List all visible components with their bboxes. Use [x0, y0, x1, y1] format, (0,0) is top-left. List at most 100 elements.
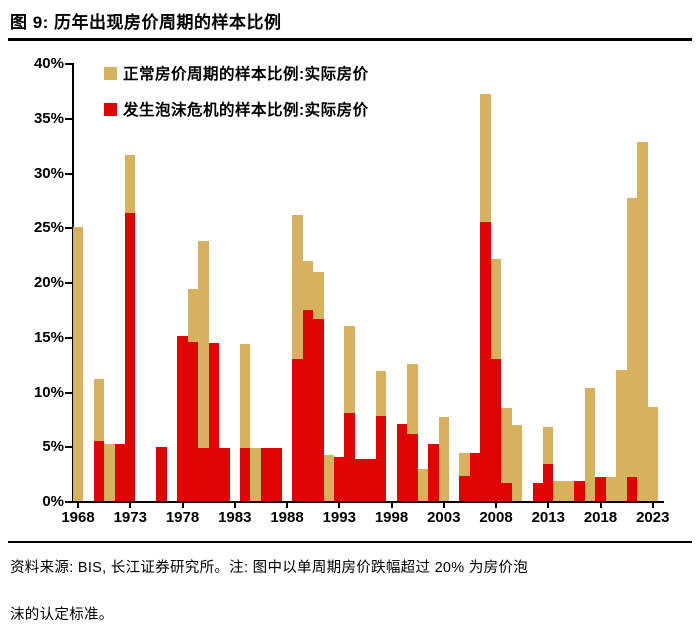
x-tick-label: 1978 [165, 509, 200, 526]
bar-normal-2017 [584, 388, 596, 501]
bar-normal-1990 [302, 261, 314, 311]
bar-bubble-1972 [114, 444, 125, 501]
x-tick [495, 503, 497, 508]
bar-bubble-2002 [428, 444, 439, 501]
bar-normal-2022 [637, 141, 648, 501]
bar-bubble-1993 [334, 457, 345, 501]
bar-bubble-1994 [344, 413, 355, 501]
bar-bubble-1984 [239, 448, 251, 501]
x-tick-label: 2018 [583, 509, 618, 526]
bar-bubble-1991 [313, 319, 324, 501]
bar-bubble-2012 [532, 483, 543, 501]
bar-bubble-1989 [292, 358, 303, 501]
bar-bubble-2000 [407, 434, 418, 501]
footer-separator [8, 541, 692, 543]
bar-bubble-2013 [543, 463, 554, 501]
y-tick-label: 5% [42, 438, 64, 456]
chart-plot-area: 0% 5% 10% 15% 20% 25% 30% 35% 40% 1968 1973 1978 198… [33, 55, 669, 526]
bar-normal-1970 [93, 379, 105, 441]
bar-normal-1994 [344, 325, 355, 414]
bar-bubble-1981 [208, 343, 220, 501]
legend-label-normal: 正常房价周期的样本比例:实际房价 [123, 66, 369, 83]
x-tick [181, 503, 184, 508]
bar-bubble-1987 [271, 448, 282, 501]
y-tick-label: 15% [33, 328, 64, 346]
legend-swatch-normal [104, 66, 117, 80]
y-tick [65, 391, 72, 394]
figure-title: 图 9: 历年出现房价周期的样本比例 [10, 13, 282, 32]
bar-bubble-1997 [375, 415, 387, 501]
bar-normal-2008 [490, 259, 502, 359]
bar-bubble-1990 [302, 310, 314, 501]
bar-bubble-2021 [626, 476, 638, 501]
bar-bubble-2006 [469, 452, 481, 501]
bar-normal-2000 [407, 364, 418, 435]
x-tick-label: 1988 [270, 509, 304, 526]
bar-bubble-1978 [177, 335, 188, 501]
y-tick-label: 10% [33, 383, 64, 401]
bar-normal-1984 [239, 344, 251, 449]
y-tick [65, 336, 72, 339]
y-tick-label: 40% [33, 55, 64, 72]
bar-normal-2001 [417, 469, 429, 501]
bar-normal-1973 [125, 154, 136, 213]
bar-bubble-2005 [459, 475, 470, 501]
legend-item-normal: 正常房价周期的样本比例:实际房价 [104, 62, 369, 84]
x-tick [547, 503, 550, 508]
x-tick [599, 503, 602, 508]
bar-normal-2023 [647, 406, 658, 501]
bar-bubble-1982 [219, 448, 230, 501]
y-tick-label: 0% [42, 493, 64, 510]
x-tick [129, 503, 132, 508]
y-tick-label: 20% [33, 274, 64, 291]
source-note-line1: 资料来源: BIS, 长江证券研究所。注: 图中以单周期房价跌幅超过 20% 为… [10, 560, 529, 576]
bar-normal-1991 [313, 272, 324, 320]
chart-legend: 正常房价周期的样本比例:实际房价 发生泡沫危机的样本比例:实际房价 [104, 62, 369, 134]
x-tick-label: 1973 [113, 509, 147, 526]
x-tick [651, 503, 654, 508]
x-tick [390, 503, 393, 508]
x-tick-label: 2013 [531, 509, 565, 526]
bar-bubble-1979 [187, 342, 199, 501]
bar-normal-1968 [72, 227, 84, 501]
y-tick [65, 63, 72, 65]
legend-item-bubble: 发生泡沫危机的样本比例:实际房价 [104, 98, 369, 120]
x-tick-label: 1983 [218, 509, 252, 526]
bar-normal-1971 [104, 444, 115, 501]
bar-bubble-1995 [354, 459, 366, 501]
bar-normal-2019 [605, 476, 617, 501]
bar-normal-1979 [187, 288, 199, 343]
y-tick [65, 446, 72, 449]
x-tick [286, 503, 288, 508]
y-tick [65, 117, 72, 120]
x-tick-label: 1998 [374, 509, 409, 526]
x-tick-label: 1968 [61, 509, 95, 526]
bar-bubble-1976 [156, 447, 167, 501]
bar-normal-1992 [323, 455, 334, 501]
bar-normal-2020 [616, 369, 627, 501]
bar-normal-2010 [511, 425, 523, 501]
bar-normal-2014 [553, 481, 564, 501]
x-tick-label: 2003 [427, 509, 461, 526]
x-axis-line [72, 501, 664, 503]
bar-bubble-1999 [396, 424, 408, 501]
bar-normal-1997 [375, 370, 387, 416]
bar-bubble-2018 [595, 476, 606, 501]
bar-normal-2021 [626, 197, 638, 477]
y-tick-label: 30% [33, 164, 64, 182]
x-tick-label: 1993 [322, 509, 356, 526]
bar-bubble-2009 [501, 483, 512, 501]
legend-label-bubble: 发生泡沫危机的样本比例:实际房价 [123, 102, 369, 119]
x-tick [442, 503, 445, 508]
source-note-line2: 沫的认定标准。 [10, 607, 114, 623]
x-tick [233, 503, 236, 508]
bar-normal-2013 [543, 426, 554, 464]
y-tick [65, 282, 72, 284]
bar-bubble-1980 [198, 448, 209, 501]
y-tick [65, 227, 72, 230]
bar-normal-2007 [480, 93, 491, 222]
y-tick-label: 25% [33, 219, 64, 237]
y-tick [65, 172, 72, 175]
x-tick-label: 2008 [479, 509, 513, 526]
